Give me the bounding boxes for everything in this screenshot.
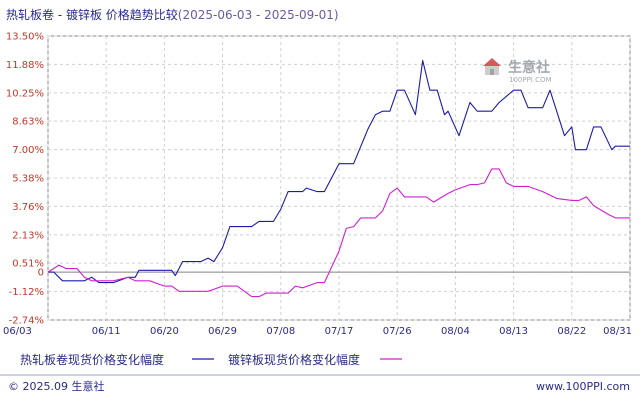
y-tick-label: 13.50% bbox=[6, 32, 44, 43]
x-tick-label: 07/17 bbox=[325, 326, 354, 337]
x-tick-label: 08/04 bbox=[441, 326, 470, 337]
x-tick-label: 08/31 bbox=[603, 326, 632, 337]
series-line-galvanized bbox=[47, 168, 630, 298]
chart-title: 热轧板卷 - 镀锌板 价格趋势比较(2025-06-03 - 2025-09-0… bbox=[6, 7, 339, 22]
grid-layer bbox=[47, 35, 631, 321]
y-tick-label: -1.12% bbox=[9, 287, 44, 298]
x-tick-label: 08/22 bbox=[557, 326, 586, 337]
legend-label-hot-rolled: 热轧板卷现货价格变化幅度 bbox=[20, 352, 164, 367]
x-tick-label: 06/29 bbox=[208, 326, 237, 337]
y-tick-label: 0 bbox=[38, 268, 44, 279]
x-tick-label: 07/26 bbox=[383, 326, 412, 337]
chart-title-main: 热轧板卷 - 镀锌板 价格趋势比较 bbox=[6, 7, 178, 22]
watermark-brand: 生意社 bbox=[508, 59, 550, 76]
legend-label-galvanized: 镀锌板现货价格变化幅度 bbox=[228, 352, 360, 367]
y-tick-label: 5.38% bbox=[12, 174, 44, 185]
y-tick-label: 7.00% bbox=[12, 145, 44, 156]
y-tick-label: -2.74% bbox=[9, 316, 44, 327]
watermark-url: 100PPI.COM bbox=[509, 76, 552, 84]
footer-copyright: © 2025.09 生意社 bbox=[8, 379, 104, 393]
y-axis-ticks: 13.50% 11.88% 10.25% 8.63% 7.00% 5.38% 3.76% 2.… bbox=[6, 32, 44, 327]
x-tick-label: 08/13 bbox=[499, 326, 528, 337]
y-tick-label: 8.63% bbox=[12, 117, 44, 128]
x-tick-label: 07/08 bbox=[266, 326, 295, 337]
y-tick-label: 3.76% bbox=[12, 202, 44, 213]
watermark: 生意社 100PPI.COM bbox=[483, 58, 552, 84]
x-tick-label: 06/11 bbox=[92, 326, 121, 337]
y-tick-label: 10.25% bbox=[6, 88, 44, 99]
y-tick-label: 0.51% bbox=[12, 259, 44, 270]
x-axis-ticks: 06/03 06/11 06/20 06/29 07/08 07/17 07/26 08/04… bbox=[3, 326, 632, 337]
y-tick-label: 2.13% bbox=[12, 230, 44, 241]
chart-date-range: (2025-06-03 - 2025-09-01) bbox=[178, 8, 339, 22]
legend: 热轧板卷现货价格变化幅度 镀锌板现货价格变化幅度 bbox=[20, 352, 402, 367]
series-line-hot-rolled bbox=[48, 59, 630, 284]
watermark-house-icon bbox=[483, 58, 501, 75]
x-tick-label: 06/03 bbox=[3, 326, 32, 337]
x-tick-label: 06/20 bbox=[150, 326, 179, 337]
series-layer bbox=[47, 59, 630, 298]
footer-website: www.100PPI.com bbox=[536, 380, 630, 393]
y-tick-label: 11.88% bbox=[6, 60, 44, 71]
